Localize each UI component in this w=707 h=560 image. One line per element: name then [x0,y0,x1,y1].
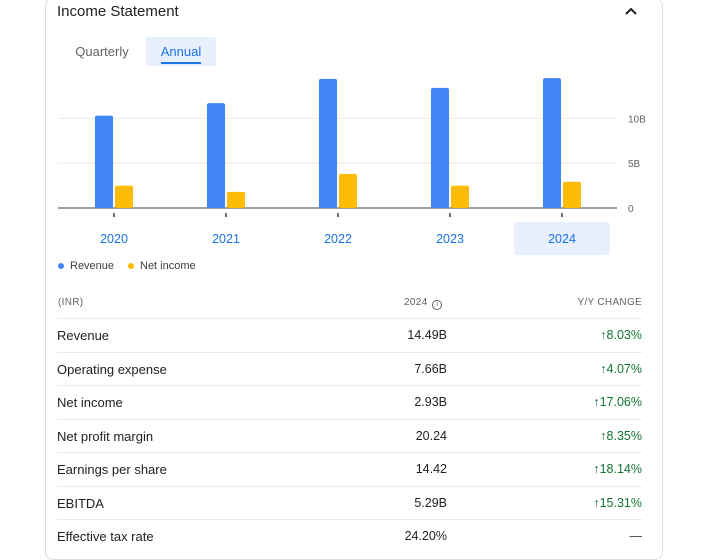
table-row: Revenue 14.49B ↑8.03% [57,318,642,352]
tab-annual[interactable]: Annual [146,37,216,66]
revenue-bar [207,103,225,208]
legend-net-income-label: Net income [140,260,196,272]
arrow-up-icon: ↑ [600,428,607,443]
row-change: ↑4.07% [600,362,642,376]
row-change: ↑8.03% [600,328,642,342]
tab-quarterly[interactable]: Quarterly [75,44,129,59]
table-row: Net profit margin 20.24 ↑8.35% [57,418,642,453]
legend-net-income-dot [128,263,134,269]
row-value: 7.66B [414,361,447,376]
row-label: Net profit margin [57,428,154,444]
revenue-bar [319,78,337,209]
row-value: 20.24 [415,428,447,443]
legend-net-income: Net income [128,260,196,272]
revenue-bar [95,115,113,208]
x-tick-label: 2020 [100,232,128,246]
revenue-bar [431,87,449,208]
row-value: 5.29B [414,495,447,510]
selected-year-highlight [514,222,610,255]
tab-active-indicator [161,62,201,64]
arrow-up-icon: ↑ [593,395,600,409]
net-income-bar [451,185,469,208]
income-bar-chart: 0 5B 10B 2020 2021 2022 2023 2024 [58,78,646,255]
row-change: ↑15.31% [593,496,642,510]
table-row: Net income 2.93B ↑17.06% [57,385,642,419]
row-change-value: 15.31% [599,495,642,510]
table-row: Effective tax rate 24.20% — [57,519,642,553]
y-tick-label: 10B [628,114,646,125]
row-label: Net income [57,395,123,410]
row-change-value: 17.06% [599,395,642,409]
table-row: EBITDA 5.29B ↑15.31% [57,485,642,520]
table-header-change: Y/Y CHANGE [577,297,642,308]
arrow-up-icon: ↑ [600,328,607,342]
y-tick-label: 5B [628,159,641,170]
x-tick-label: 2023 [436,232,464,246]
row-change: ↑17.06% [593,395,642,409]
revenue-bar [543,78,561,208]
row-label: Operating expense [57,361,167,377]
chevron-up-icon[interactable] [623,4,639,20]
net-income-bar [115,185,133,208]
row-change-value: 8.03% [606,328,642,342]
legend-revenue-label: Revenue [70,260,115,272]
net-income-bar [563,181,581,208]
row-label: Effective tax rate [57,529,154,544]
tab-annual-label: Annual [160,44,202,59]
arrow-up-icon: ↑ [593,495,600,510]
row-value: 2.93B [414,395,447,409]
table-row: Operating expense 7.66B ↑4.07% [57,351,642,386]
arrow-up-icon: ↑ [600,361,607,376]
table-header-year-label: 2024 [404,297,428,308]
row-label: Earnings per share [57,462,167,477]
table-header-currency: (INR) [58,297,84,308]
row-change: ↑8.35% [600,429,642,443]
row-label: EBITDA [57,495,104,511]
x-tick-label: 2022 [324,232,352,246]
row-change: ↑18.14% [593,462,642,476]
section-title: Income Statement [57,3,179,20]
x-tick-label: 2024 [548,232,576,246]
row-value: 14.42 [415,462,447,476]
row-change: — [630,529,643,543]
row-value: 24.20% [404,529,447,543]
net-income-bar [339,173,357,208]
arrow-up-icon: ↑ [593,462,600,476]
x-tick-label: 2021 [212,232,240,246]
legend-revenue: Revenue [58,260,114,272]
table-header-year: 2024 i [404,297,443,310]
row-change-value: 8.35% [606,428,642,443]
legend-revenue-dot [58,263,64,269]
row-change-value: 18.14% [599,462,642,476]
net-income-bar [227,191,245,208]
row-value: 14.49B [407,328,447,342]
table-row: Earnings per share 14.42 ↑18.14% [57,452,642,486]
row-label: Revenue [57,328,110,343]
row-change-value: 4.07% [606,361,642,376]
info-icon[interactable]: i [432,300,443,310]
y-tick-label: 0 [628,204,634,215]
row-change-value: — [629,529,643,543]
